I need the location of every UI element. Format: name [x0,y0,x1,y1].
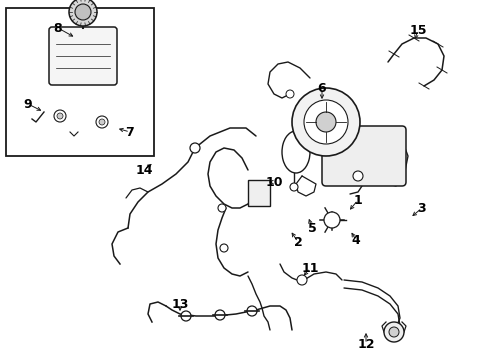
Circle shape [246,306,257,316]
Text: 15: 15 [408,23,426,36]
Text: 8: 8 [54,22,62,35]
Bar [6,8,154,156]
Text: 3: 3 [417,202,426,215]
Circle shape [315,112,335,132]
Circle shape [220,244,227,252]
Bar [247,180,269,206]
Circle shape [383,322,403,342]
Circle shape [190,143,200,153]
Circle shape [96,116,108,128]
Circle shape [289,183,297,191]
Text: 11: 11 [301,261,318,274]
Circle shape [69,0,97,26]
FancyBboxPatch shape [321,126,405,186]
Text: 4: 4 [351,234,360,247]
Circle shape [218,204,225,212]
Text: 14: 14 [135,163,152,176]
Circle shape [54,110,66,122]
Circle shape [285,90,293,98]
Circle shape [75,4,91,20]
Circle shape [352,171,362,181]
FancyBboxPatch shape [49,27,117,85]
Text: 6: 6 [317,81,325,94]
Circle shape [324,212,339,228]
Text: 10: 10 [264,175,282,189]
Circle shape [181,311,191,321]
Text: 2: 2 [293,235,302,248]
Text: 12: 12 [357,338,374,351]
Text: 13: 13 [171,297,188,310]
Circle shape [296,275,306,285]
Text: 1: 1 [353,194,362,207]
Circle shape [304,100,347,144]
Circle shape [388,327,398,337]
Circle shape [291,88,359,156]
Text: 9: 9 [23,98,32,111]
Text: 5: 5 [307,221,316,234]
Text: 7: 7 [125,126,134,139]
Circle shape [57,113,63,119]
Circle shape [99,119,105,125]
Circle shape [215,310,224,320]
